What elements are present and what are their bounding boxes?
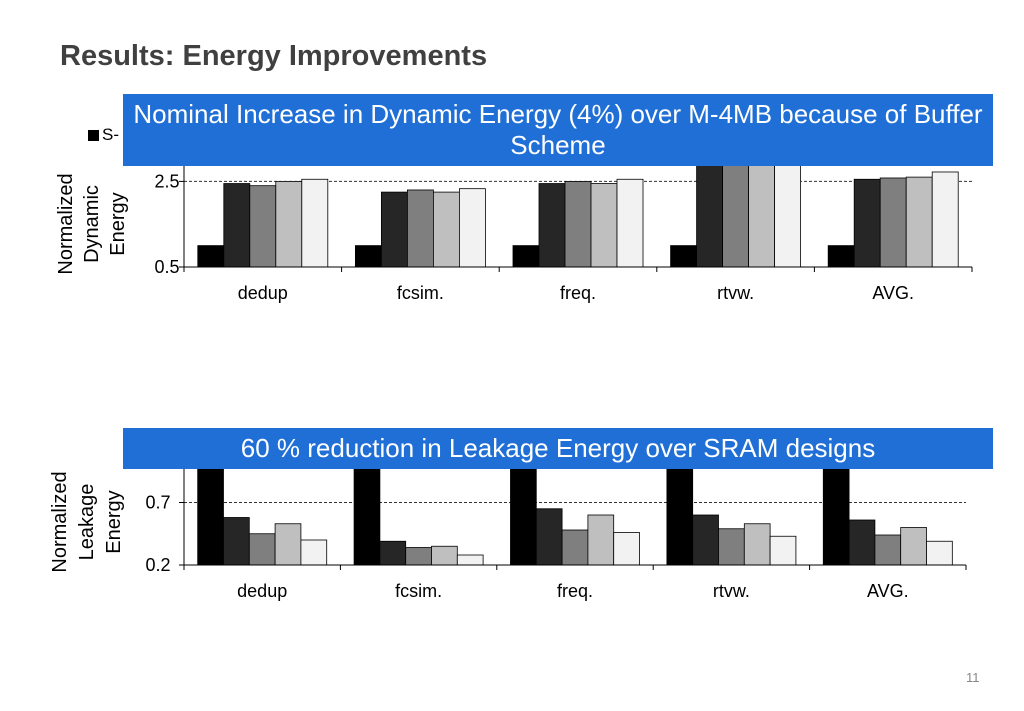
bar-series-2-dedup	[223, 517, 250, 566]
bar-series-4-rtvw.	[743, 523, 771, 566]
legend-fragment: S-	[88, 125, 119, 145]
bar-series-2-fcsim.	[379, 540, 407, 566]
bar-series-5-rtvw.	[774, 159, 802, 268]
legend-label: S-	[102, 125, 119, 144]
y-axis-label: Energy	[107, 192, 129, 255]
bar-series-5-dedup	[300, 539, 328, 566]
bar-series-5-fcsim.	[459, 188, 486, 268]
bar-series-3-fcsim.	[405, 547, 432, 566]
bar-S--freq.	[512, 245, 540, 268]
bar-S--AVG.	[827, 245, 855, 268]
y-tick-label: 2.5	[154, 171, 179, 191]
bar-series-4-freq.	[587, 514, 615, 566]
bar-series-2-rtvw.	[696, 159, 723, 268]
category-label: dedup	[238, 283, 288, 303]
bar-series-2-AVG.	[853, 178, 881, 268]
bar-series-5-AVG.	[931, 171, 959, 268]
bar-series-3-freq.	[561, 529, 589, 566]
bar-series-2-dedup	[223, 183, 251, 268]
bar-series-3-rtvw.	[718, 528, 745, 566]
category-label: freq.	[557, 581, 593, 601]
bar-series-2-freq.	[538, 183, 566, 268]
bar-series-5-dedup	[301, 178, 329, 268]
bar-series-5-freq.	[616, 178, 644, 268]
category-label: freq.	[560, 283, 596, 303]
bar-series-2-rtvw.	[692, 514, 719, 566]
bar-S--rtvw.	[670, 245, 697, 268]
bar-S--dedup	[197, 464, 224, 566]
bar-series-2-fcsim.	[380, 191, 408, 268]
bar-series-3-rtvw.	[722, 159, 750, 268]
y-axis-label: Normalized	[49, 471, 71, 572]
bar-series-3-AVG.	[879, 177, 907, 268]
dynamic-energy-callout: Nominal Increase in Dynamic Energy (4%) …	[123, 94, 993, 166]
bar-series-4-AVG.	[905, 176, 933, 268]
page-number: 11	[966, 670, 980, 685]
bar-series-3-fcsim.	[406, 189, 434, 268]
bar-series-5-fcsim.	[456, 554, 484, 566]
y-tick-label: 0.7	[145, 493, 170, 513]
bar-series-4-freq.	[590, 183, 618, 268]
y-axis-label: Leakage	[76, 484, 98, 561]
bar-series-4-fcsim.	[431, 545, 458, 566]
bar-series-4-fcsim.	[433, 191, 460, 268]
y-axis-label: Energy	[103, 490, 125, 553]
bar-series-4-rtvw.	[748, 159, 776, 268]
bar-S--freq.	[510, 464, 537, 566]
bar-series-5-AVG.	[926, 540, 953, 566]
bar-S--fcsim.	[354, 245, 382, 268]
y-axis-label: Normalized	[55, 173, 77, 274]
bar-series-3-dedup	[249, 185, 277, 268]
bar-S--dedup	[197, 245, 225, 268]
bar-series-4-dedup	[274, 523, 302, 566]
category-label: rtvw.	[717, 283, 754, 303]
bar-series-3-freq.	[564, 180, 592, 268]
category-label: fcsim.	[397, 283, 444, 303]
bar-S--fcsim.	[353, 464, 381, 566]
bar-S--rtvw.	[666, 464, 694, 566]
bar-series-3-dedup	[248, 533, 276, 566]
category-label: AVG.	[872, 283, 914, 303]
bar-series-5-freq.	[613, 532, 640, 566]
category-label: dedup	[237, 581, 287, 601]
bar-series-5-rtvw.	[769, 535, 797, 566]
bar-series-2-AVG.	[848, 519, 876, 566]
bar-S--AVG.	[822, 464, 850, 566]
category-label: AVG.	[867, 581, 909, 601]
bar-series-3-AVG.	[874, 534, 902, 566]
slide-title: Results: Energy Improvements	[60, 40, 488, 72]
category-label: fcsim.	[395, 581, 442, 601]
legend-swatch	[88, 130, 99, 141]
bar-series-4-AVG.	[900, 527, 927, 566]
y-tick-label: 0.5	[154, 257, 179, 277]
leakage-energy-callout: 60 % reduction in Leakage Energy over SR…	[123, 428, 993, 469]
y-axis-label: Dynamic	[81, 185, 103, 263]
category-label: rtvw.	[713, 581, 750, 601]
bar-series-2-freq.	[535, 508, 563, 566]
bar-series-4-dedup	[275, 180, 303, 268]
y-tick-label: 0.2	[145, 555, 170, 575]
